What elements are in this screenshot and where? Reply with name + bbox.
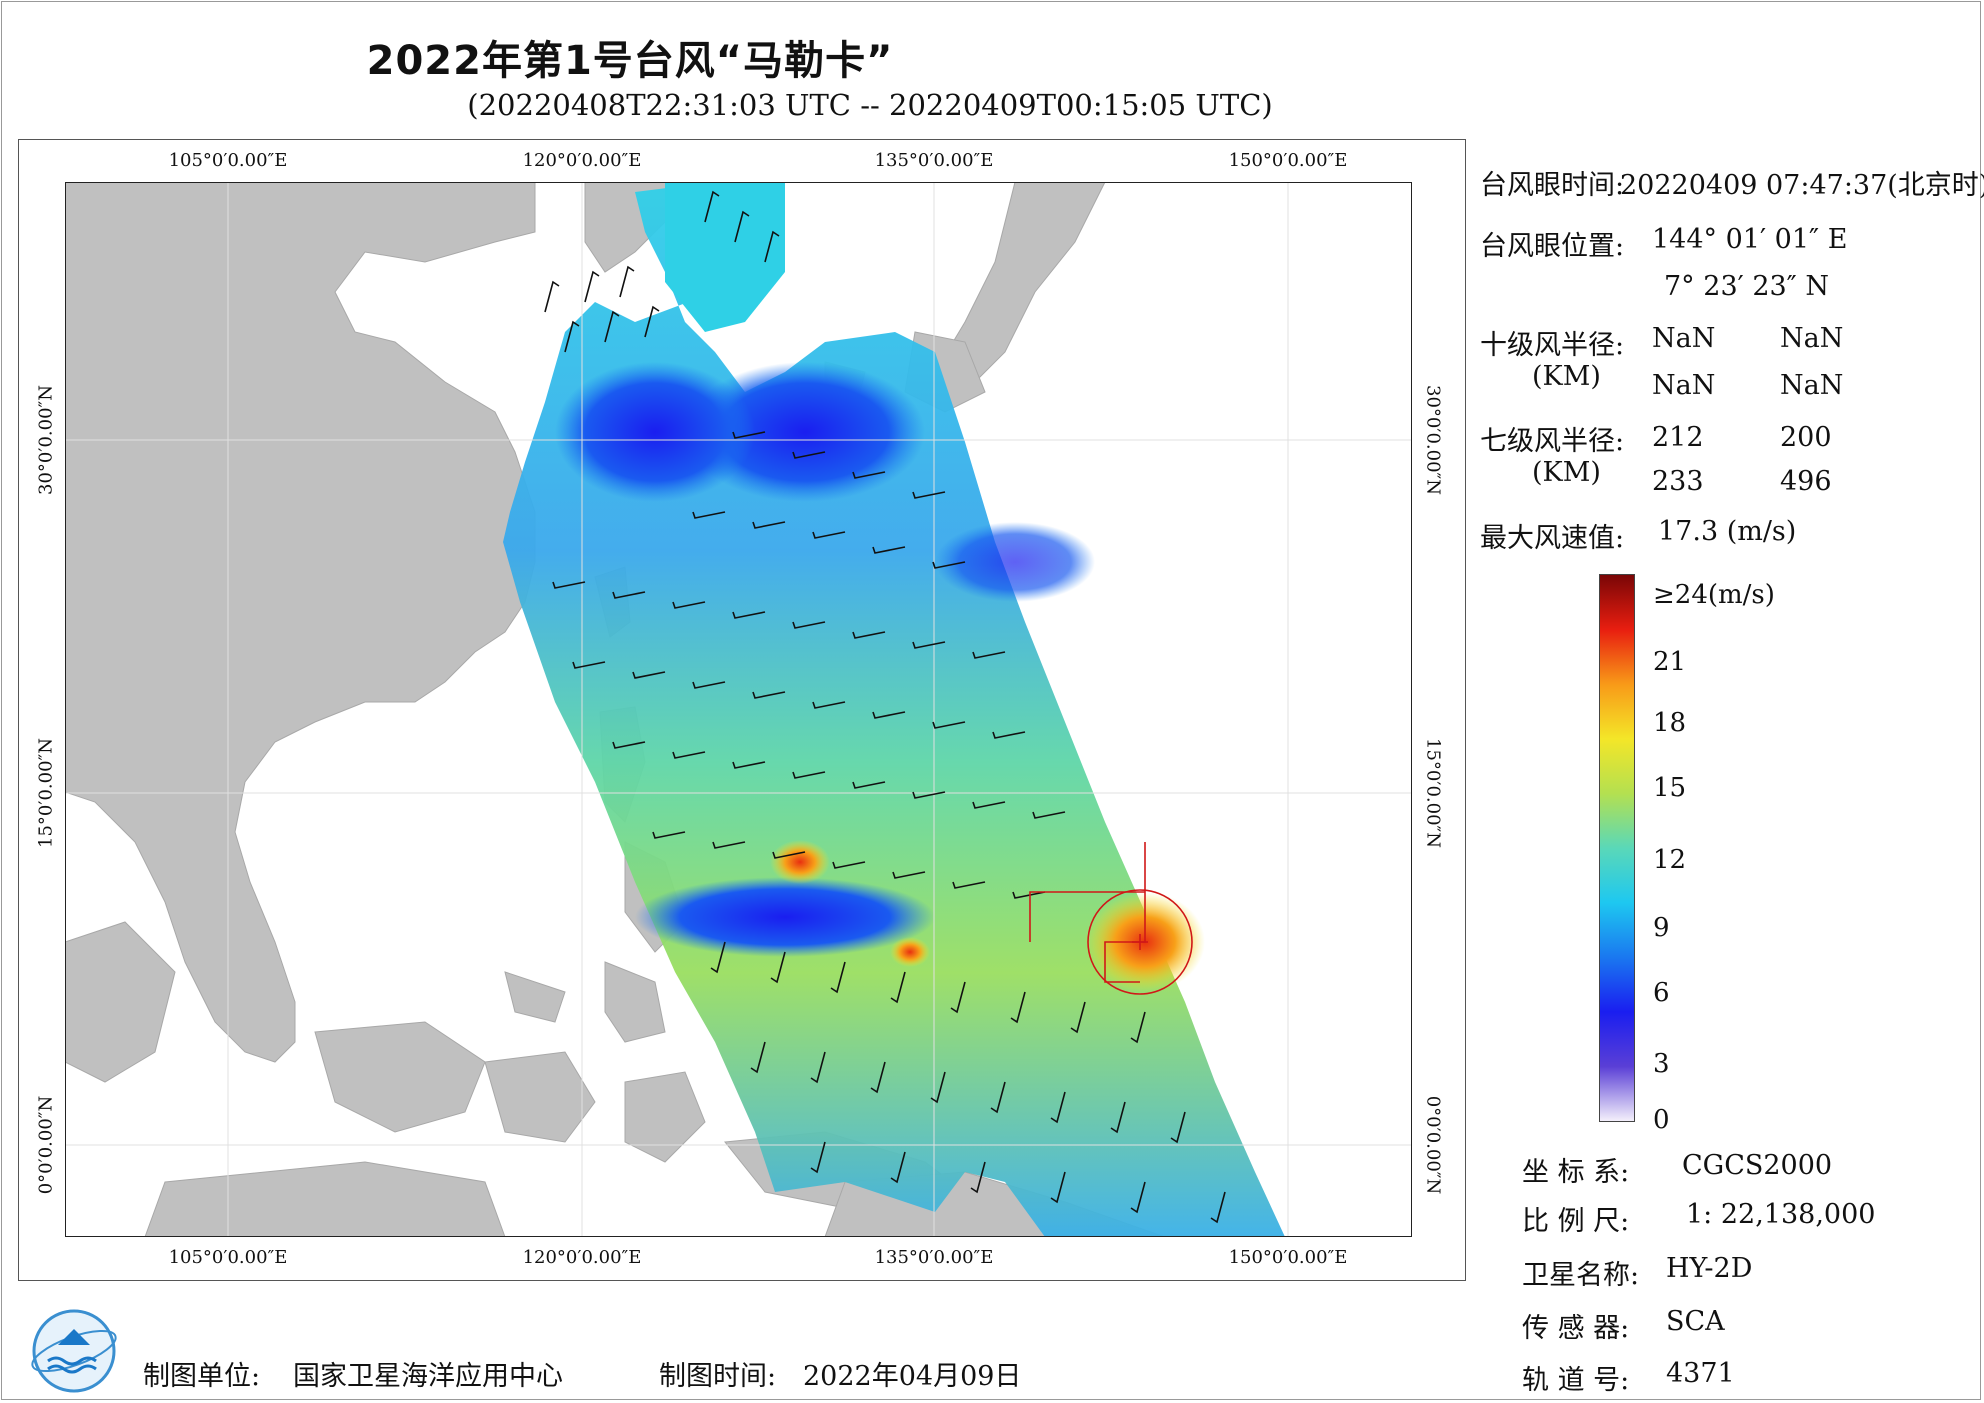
lat-tick-right-15: 15°0′0.00″N [1422,738,1444,848]
producer-label: 制图单位: [143,1361,261,1392]
lon-tick-bottom-135: 135°0′0.00″E [874,1247,994,1268]
eye-position-label: 台风眼位置: [1480,231,1625,262]
r7-value-se: 200 [1780,422,1832,453]
lon-tick-top-105: 105°0′0.00″E [168,150,288,171]
eye-longitude: 144° 01′ 01″ E [1652,224,1848,255]
wind-barbs [544,190,1226,1224]
eye-time-label: 台风眼时间: [1480,170,1625,201]
r10-value-se: NaN [1780,323,1844,354]
scale-label: 比 例 尺: [1522,1206,1630,1237]
graticule [65,182,1412,1237]
crs-label: 坐 标 系: [1522,1157,1630,1188]
map-title: 2022年第1号台风“马勒卡” [366,38,894,84]
scale-value: 1: 22,138,000 [1686,1199,1876,1230]
nsoas-logo-icon [31,1309,117,1393]
lon-tick-top-135: 135°0′0.00″E [874,150,994,171]
typhoon-marker [1029,842,1193,995]
colorbar-label-9: 9 [1653,913,1670,943]
lat-tick-right-0: 0°0′0.00″N [1422,1095,1444,1195]
sensor-label: 传 感 器: [1522,1313,1630,1344]
producer-value: 国家卫星海洋应用中心 [293,1361,563,1392]
eye-time-value: 20220409 07:47:37(北京时) [1620,170,1984,201]
wind-field-map [65,182,1412,1237]
colorbar-label-12: 12 [1653,845,1687,875]
crs-value: CGCS2000 [1682,1150,1833,1181]
map-subtitle: (20220408T22:31:03 UTC -- 20220409T00:15… [467,88,1273,122]
typhoon-wind-circle [1087,889,1193,995]
colorbar-label-15: 15 [1653,773,1687,803]
r10-value-ne: NaN [1652,323,1716,354]
low-wind-region-north [685,362,925,502]
colorbar-label-3: 3 [1653,1049,1670,1079]
production-date-value: 2022年04月09日 [803,1361,1022,1392]
colorbar-label-24: ≥24(m/s) [1653,580,1775,610]
lon-tick-bottom-120: 120°0′0.00″E [522,1247,642,1268]
eye-latitude: 7° 23′ 23″ N [1664,271,1829,302]
lat-tick-left-30: 30°0′0.00″N [35,385,57,495]
colorbar [1599,574,1635,1122]
lat-tick-right-30: 30°0′0.00″N [1422,385,1444,495]
low-wind-region-south [635,877,935,957]
high-wind-hotspot-south [890,937,930,967]
colorbar-label-0: 0 [1653,1105,1670,1135]
satellite-label: 卫星名称: [1522,1260,1640,1291]
low-wind-region-east [935,522,1095,602]
max-wind-label: 最大风速值: [1480,523,1625,554]
r10-label: 十级风半径: [1480,330,1625,361]
production-date-label: 制图时间: [659,1361,777,1392]
r10-value-nw: NaN [1780,370,1844,401]
lon-tick-top-150: 150°0′0.00″E [1228,150,1348,171]
r7-value-nw: 496 [1780,466,1832,497]
satellite-value: HY-2D [1666,1253,1753,1284]
colorbar-label-18: 18 [1653,708,1687,738]
r10-unit: (KM) [1532,361,1601,392]
low-wind-region-yellow-sea [555,362,755,502]
colorbar-label-6: 6 [1653,978,1670,1008]
r7-label: 七级风半径: [1480,426,1625,457]
r10-value-sw: NaN [1652,370,1716,401]
lat-tick-left-0: 0°0′0.00″N [35,1095,57,1195]
lat-tick-left-15: 15°0′0.00″N [35,738,57,848]
sensor-value: SCA [1666,1306,1725,1337]
orbit-label: 轨 道 号: [1522,1365,1630,1396]
lon-tick-bottom-105: 105°0′0.00″E [168,1247,288,1268]
max-wind-value: 17.3 (m/s) [1658,516,1797,547]
high-wind-hotspot-west [770,840,830,884]
lon-tick-top-120: 120°0′0.00″E [522,150,642,171]
colorbar-label-21: 21 [1653,647,1687,677]
lon-tick-bottom-150: 150°0′0.00″E [1228,1247,1348,1268]
r7-value-sw: 233 [1652,466,1704,497]
typhoon-wind-radius-box [1029,842,1146,983]
wind-swath-north [665,182,785,332]
r7-value-ne: 212 [1652,422,1704,453]
orbit-value: 4371 [1666,1358,1735,1389]
r7-unit: (KM) [1532,457,1601,488]
